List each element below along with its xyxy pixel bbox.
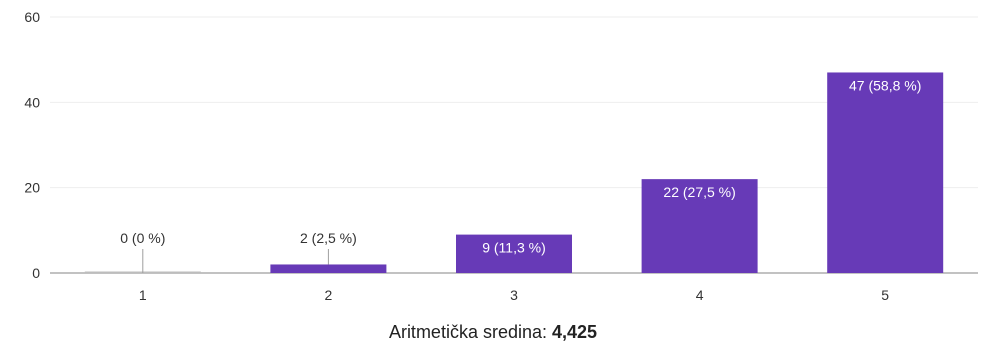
bar xyxy=(827,72,944,273)
data-label: 22 (27,5 %) xyxy=(663,184,735,200)
x-tick-label: 2 xyxy=(325,287,333,303)
bar-chart: 0 20 40 60 1 0 (0 %) 2 2 (2,5 %) 3 9 (11,3 %) 4 22 … xyxy=(24,9,978,303)
data-label: 2 (2,5 %) xyxy=(300,230,357,246)
y-tick-label: 0 xyxy=(32,265,40,281)
y-tick-label: 20 xyxy=(24,180,40,196)
x-tick-label: 5 xyxy=(881,287,889,303)
data-label: 47 (58,8 %) xyxy=(849,77,921,93)
y-tick-label: 40 xyxy=(24,94,40,110)
x-tick-label: 4 xyxy=(696,287,704,303)
data-label: 0 (0 %) xyxy=(120,230,165,246)
bar xyxy=(456,234,572,273)
data-label: 9 (11,3 %) xyxy=(482,240,546,256)
bar xyxy=(641,179,758,273)
x-tick-label: 1 xyxy=(139,287,147,303)
mean-caption: Aritmetička sredina: 4,425 xyxy=(0,322,986,343)
mean-label: Aritmetička sredina: xyxy=(388,322,552,342)
x-tick-label: 3 xyxy=(510,287,518,303)
bar xyxy=(270,264,387,273)
y-tick-label: 60 xyxy=(24,9,40,25)
mean-value: 4,425 xyxy=(552,322,598,342)
